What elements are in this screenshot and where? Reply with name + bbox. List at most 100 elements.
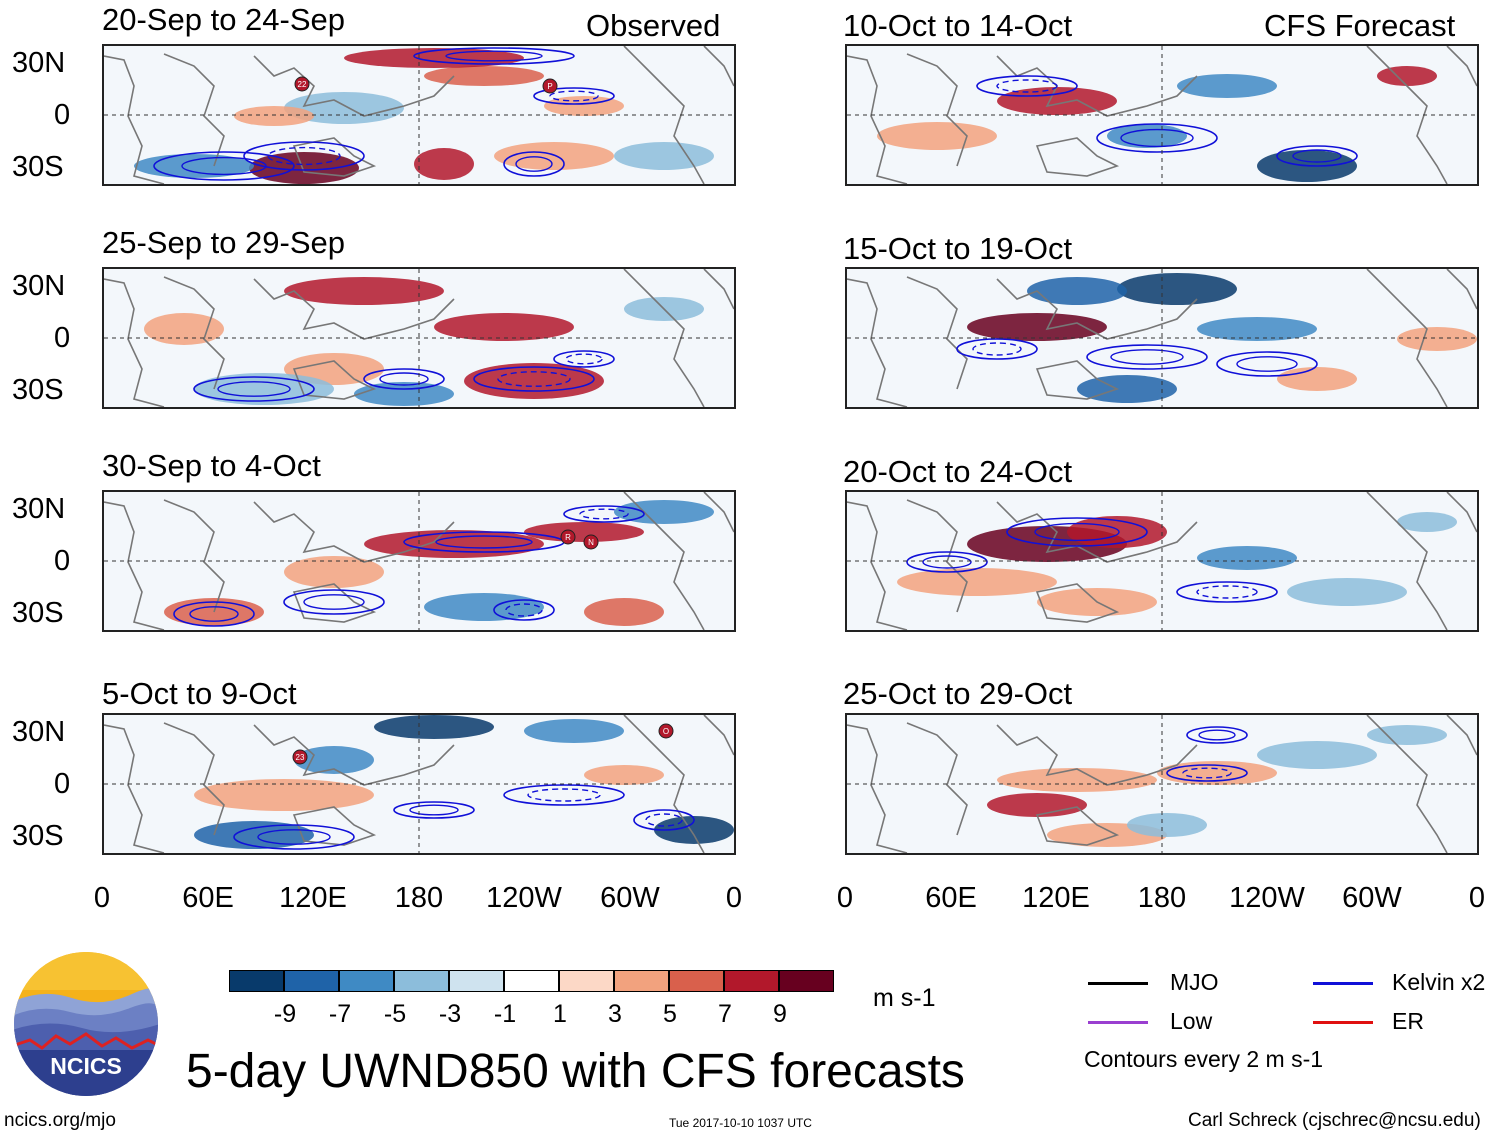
coastline bbox=[906, 276, 968, 390]
y-tick-label: 30N bbox=[12, 493, 66, 525]
kelvin-contour bbox=[515, 156, 553, 172]
kelvin-contour bbox=[413, 47, 575, 65]
coastline bbox=[104, 501, 165, 630]
kelvin-contour bbox=[922, 555, 972, 569]
colorbar-swatch bbox=[559, 970, 614, 992]
coastline bbox=[847, 278, 908, 407]
kelvin-contour bbox=[503, 151, 565, 177]
colorbar-label: 3 bbox=[608, 1000, 622, 1028]
panel-title: 5-Oct to 9-Oct bbox=[102, 676, 297, 711]
anomaly-blob bbox=[364, 530, 544, 558]
observed-header: Observed bbox=[586, 8, 721, 43]
anomaly-blob bbox=[1197, 546, 1297, 570]
x-tick-label: 0 bbox=[836, 882, 854, 914]
kelvin-contour bbox=[972, 342, 1022, 356]
x-tick-label: 60W bbox=[600, 882, 660, 914]
y-tick-label: 30N bbox=[12, 47, 66, 79]
kelvin-contour bbox=[553, 350, 615, 368]
anomaly-blob bbox=[1397, 327, 1477, 351]
kelvin-contour bbox=[363, 368, 445, 390]
x-tick-label: 60E bbox=[925, 882, 977, 914]
anomaly-blob bbox=[194, 821, 314, 849]
kelvin-contour bbox=[1236, 356, 1298, 372]
storm-label: R bbox=[565, 533, 571, 542]
anomaly-blob bbox=[194, 779, 374, 811]
y-tick-label: 30S bbox=[12, 820, 64, 852]
coastline bbox=[1446, 46, 1477, 87]
anomaly-blob bbox=[987, 793, 1087, 817]
colorbar-swatch bbox=[449, 970, 504, 992]
coastline bbox=[996, 278, 1198, 340]
coastline bbox=[1446, 715, 1477, 756]
coastline bbox=[1035, 137, 1120, 177]
coastline bbox=[292, 806, 377, 846]
kelvin-contour bbox=[379, 372, 429, 386]
y-tick-label: 30S bbox=[12, 597, 64, 629]
x-tick-label: 120E bbox=[279, 882, 347, 914]
coastline bbox=[253, 55, 455, 117]
anomaly-blob bbox=[654, 816, 734, 844]
y-tick-label: 0 bbox=[54, 99, 71, 131]
panel-title: 25-Oct to 29-Oct bbox=[843, 676, 1073, 711]
map-panel: 23 O bbox=[102, 713, 736, 855]
coastline bbox=[1366, 492, 1448, 630]
anomaly-blob bbox=[1287, 578, 1407, 606]
anomaly-blob bbox=[144, 313, 224, 345]
kelvin-contour bbox=[633, 809, 695, 831]
anomaly-field: RN bbox=[104, 492, 734, 630]
colorbar-label: 1 bbox=[553, 1000, 567, 1028]
x-tick-label: 0 bbox=[93, 882, 111, 914]
anomaly-blob bbox=[344, 48, 524, 68]
colorbar-label: -9 bbox=[273, 1000, 297, 1028]
kelvin-contour bbox=[1216, 351, 1318, 377]
anomaly-blob bbox=[1257, 741, 1377, 769]
kelvin-contour bbox=[173, 601, 255, 627]
colorbar-label: -5 bbox=[383, 1000, 407, 1028]
storm-label: N bbox=[588, 538, 594, 547]
legend-label-mjo: MJO bbox=[1170, 969, 1219, 995]
anomaly-blob bbox=[134, 154, 254, 178]
kelvin-contour bbox=[527, 788, 601, 802]
colorbar-swatch bbox=[339, 970, 394, 992]
anomaly-blob bbox=[1177, 74, 1277, 98]
coastline bbox=[847, 724, 908, 853]
coastline bbox=[906, 499, 968, 613]
anomaly-field: 22 P bbox=[104, 46, 734, 184]
kelvin-contour bbox=[189, 606, 239, 622]
legend-line-kelvin bbox=[1313, 982, 1373, 985]
kelvin-contour bbox=[1086, 344, 1208, 370]
x-tick-label: 0 bbox=[1468, 882, 1486, 914]
y-tick-label: 0 bbox=[54, 545, 71, 577]
anomaly-blob bbox=[967, 313, 1107, 341]
y-tick-label: 30N bbox=[12, 270, 66, 302]
kelvin-contour bbox=[1166, 764, 1248, 782]
coastline bbox=[163, 499, 225, 613]
footer-credit: Carl Schreck (cjschrec@ncsu.edu) bbox=[1188, 1110, 1481, 1131]
storm-marker: 23 bbox=[292, 749, 308, 765]
kelvin-contour bbox=[549, 90, 599, 102]
coastline bbox=[292, 137, 377, 177]
coastline bbox=[253, 724, 455, 786]
anomaly-blob bbox=[584, 598, 664, 626]
colorbar-units: m s-1 bbox=[873, 984, 936, 1012]
coastline bbox=[1035, 806, 1120, 846]
footer-url[interactable]: ncics.org/mjo bbox=[4, 1110, 116, 1131]
kelvin-contour bbox=[493, 599, 555, 621]
storm-label: P bbox=[547, 82, 552, 91]
kelvin-contour bbox=[563, 505, 645, 523]
storm-label: 22 bbox=[298, 80, 307, 89]
storm-marker: N bbox=[583, 534, 599, 550]
y-tick-label: 0 bbox=[54, 322, 71, 354]
anomaly-blob bbox=[374, 715, 494, 739]
kelvin-contour bbox=[1196, 585, 1258, 599]
anomaly-blob bbox=[464, 363, 604, 399]
kelvin-contour bbox=[1110, 349, 1184, 365]
storm-label: 23 bbox=[296, 753, 305, 762]
kelvin-contour bbox=[409, 804, 459, 816]
kelvin-contour bbox=[956, 338, 1038, 360]
y-tick-label: 30S bbox=[12, 151, 64, 183]
forecast-header: CFS Forecast bbox=[1264, 8, 1456, 43]
coastline bbox=[1366, 46, 1448, 184]
colorbar-label: -7 bbox=[328, 1000, 352, 1028]
chart-title: 5-day UWND850 with CFS forecasts bbox=[186, 1045, 965, 1098]
